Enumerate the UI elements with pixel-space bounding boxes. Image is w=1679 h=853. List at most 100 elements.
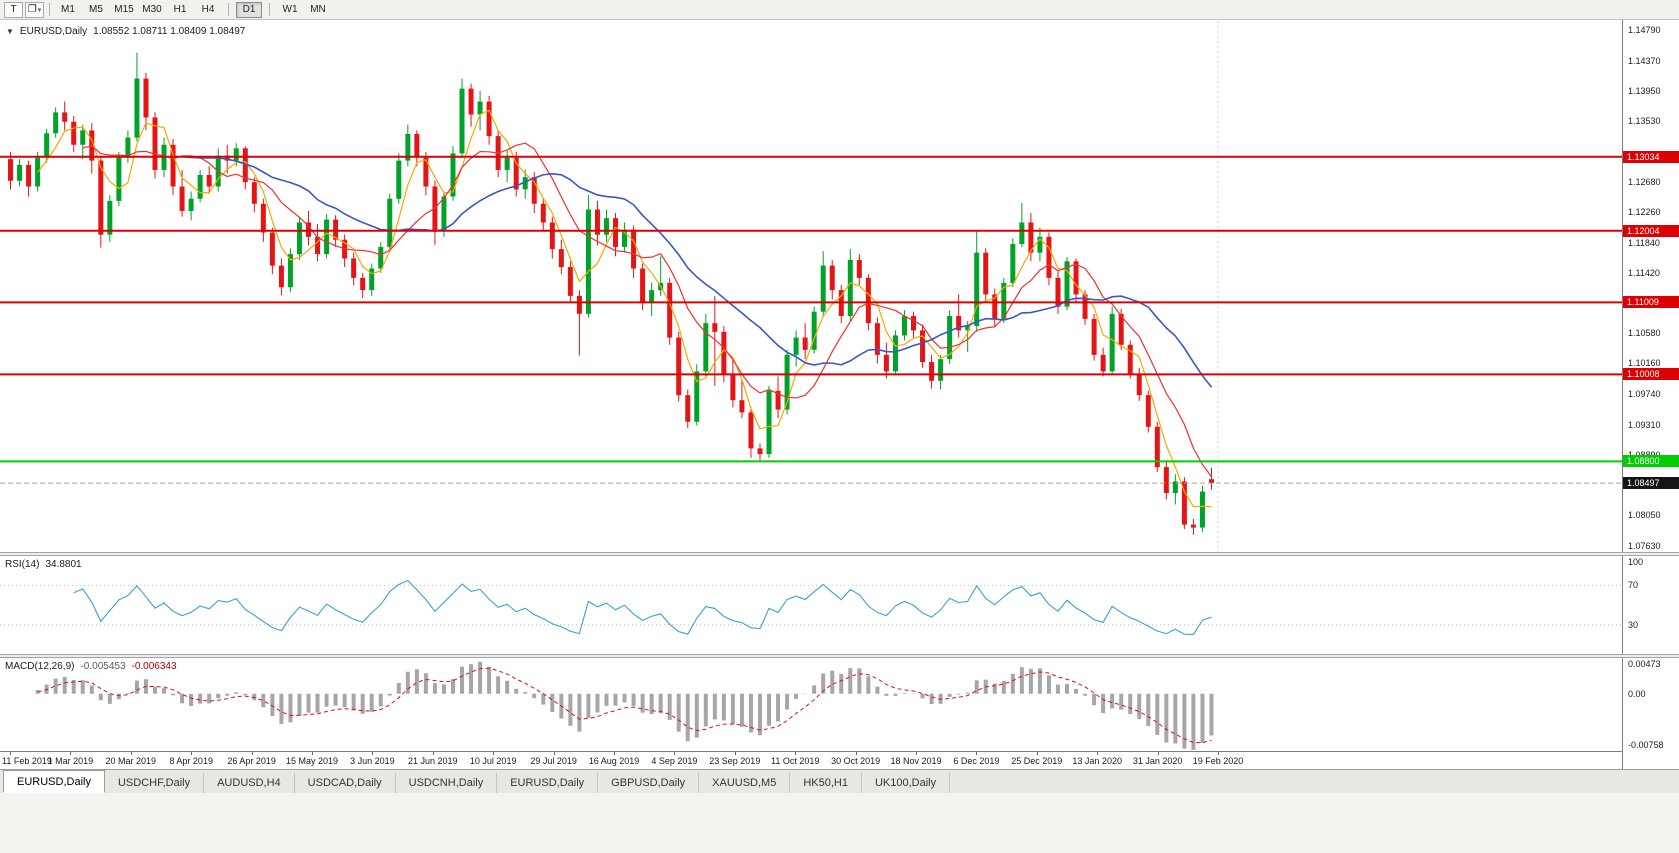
- ma-4-line[interactable]: [37, 109, 1212, 508]
- chart-tab-eurusd-daily[interactable]: EURUSD,Daily: [3, 770, 105, 793]
- toolbar-group-separator: [228, 3, 229, 16]
- timeframe-h1-button[interactable]: H1: [167, 2, 193, 18]
- timeframe-d1-button[interactable]: D1: [236, 1, 262, 18]
- support-price-label: 1.08800: [1623, 455, 1679, 468]
- chart-tab-eurusd-daily[interactable]: EURUSD,Daily: [497, 773, 599, 793]
- macd-main-value: -0.005453: [80, 661, 126, 672]
- time-tick-mark: [191, 752, 193, 755]
- timeframe-w1-button[interactable]: W1: [277, 2, 303, 18]
- date-tick-label: 10 Jul 2019: [469, 756, 517, 766]
- timeframe-m5-button[interactable]: M5: [83, 2, 109, 18]
- macd-histogram: [35, 661, 1214, 750]
- chart-ohlc-values: 1.08552 1.08711 1.08409 1.08497: [93, 26, 246, 37]
- dropdown-caret-icon: ▾: [37, 6, 42, 14]
- time-tick-mark: [130, 752, 132, 755]
- support-price-label: 1.10008: [1623, 368, 1679, 381]
- price-tick-label: 1.09310: [1628, 419, 1661, 430]
- text-tool-button[interactable]: T: [4, 1, 23, 18]
- rsi-indicator-canvas[interactable]: [0, 556, 1622, 654]
- timeframe-toolbar: M1 M5 M15 M30 H1 H4 D1 W1 MN: [55, 1, 331, 18]
- timeframe-m30-button[interactable]: M30: [139, 2, 165, 18]
- price-tick-label: 1.11840: [1628, 237, 1660, 248]
- price-tick-label: 1.12260: [1628, 207, 1661, 218]
- candles[interactable]: [8, 52, 1214, 535]
- macd-tick-label: -0.00758: [1628, 740, 1664, 750]
- macd-signal-value: -0.006343: [131, 661, 177, 672]
- panel-separator[interactable]: [0, 654, 1679, 658]
- date-tick-label: 15 May 2019: [285, 756, 339, 766]
- rsi-tick-label: 70: [1628, 580, 1639, 591]
- price-tick-label: 1.14790: [1628, 25, 1661, 36]
- date-tick-label: 3 Jun 2019: [350, 756, 395, 766]
- macd-indicator-canvas[interactable]: [0, 658, 1622, 751]
- date-tick-label: 29 Jul 2019: [530, 756, 577, 766]
- ma-20-line[interactable]: [182, 155, 1213, 388]
- one-click-trading-arrow[interactable]: ▼: [6, 27, 14, 36]
- time-tick-mark: [614, 752, 615, 755]
- rsi-tick-label: 30: [1628, 619, 1639, 630]
- time-tick-mark: [10, 752, 11, 755]
- time-tick-mark: [1036, 752, 1038, 755]
- chart-tab-audusd-h4[interactable]: AUDUSD,H4: [204, 773, 295, 793]
- resistance-price-label: 1.13034: [1623, 150, 1679, 163]
- macd-signal-line: [37, 667, 1212, 744]
- date-tick-label: 1 Mar 2019: [47, 756, 94, 766]
- date-tick-label: 23 Sep 2019: [709, 756, 761, 766]
- time-tick-mark: [553, 752, 555, 755]
- time-tick-mark: [1097, 752, 1099, 755]
- date-tick-label: 11 Feb 2019: [2, 756, 52, 766]
- price-panel-title: ▼ EURUSD,Daily 1.08552 1.08711 1.08409 1…: [6, 26, 245, 37]
- rsi-panel-title: RSI(14) 34.8801: [5, 559, 82, 570]
- timeframe-mn-button[interactable]: MN: [305, 2, 331, 18]
- date-tick-label: 25 Dec 2019: [1011, 756, 1063, 766]
- price-tick-label: 1.08890: [1628, 450, 1661, 460]
- date-tick-label: 31 Jan 2020: [1132, 756, 1183, 766]
- panel-separator[interactable]: [0, 552, 1679, 556]
- toolbar-group-separator: [269, 3, 270, 16]
- chart-tab-usdchf-daily[interactable]: USDCHF,Daily: [104, 773, 205, 793]
- date-tick-label: 4 Sep 2019: [651, 756, 698, 766]
- time-tick-mark: [251, 752, 253, 755]
- date-tick-label: 11 Oct 2019: [771, 756, 820, 766]
- objects-dropdown-button[interactable]: ❐ ▾: [25, 1, 44, 18]
- chart-tab-hk50-h1[interactable]: HK50,H1: [790, 773, 862, 793]
- rsi-tick-label: 100: [1628, 557, 1644, 567]
- date-tick-label: 6 Dec 2019: [953, 756, 1000, 766]
- time-tick-mark: [372, 752, 374, 755]
- timeframe-m15-button[interactable]: M15: [111, 2, 137, 18]
- chart-tabs-bar: EURUSD,Daily USDCHF,Daily AUDUSD,H4 USDCAD,…: [0, 769, 1679, 793]
- rsi-value: 34.8801: [45, 559, 82, 570]
- objects-dropdown-icon: ❐: [27, 4, 37, 15]
- price-tick-label: 1.10160: [1628, 358, 1661, 369]
- rsi-line: [73, 579, 1212, 636]
- timeframe-m1-button[interactable]: M1: [55, 2, 81, 18]
- timeframe-h4-button[interactable]: H4: [195, 2, 221, 18]
- chart-tab-gbpusd-daily[interactable]: GBPUSD,Daily: [598, 773, 700, 793]
- chart-tab-xauusd-m5[interactable]: XAUUSD,M5: [699, 773, 791, 793]
- chart-tab-uk100-daily[interactable]: UK100,Daily: [861, 773, 951, 793]
- price-axis[interactable]: 1.14790 1.14370 1.13950 1.13530 1.12680 1.122…: [1622, 20, 1679, 769]
- date-tick-label: 30 Oct 2019: [831, 756, 881, 766]
- date-tick-label: 26 Apr 2019: [227, 756, 276, 766]
- drawing-tools-group: T ❐ ▾: [4, 1, 44, 18]
- macd-tick-label: 0.00473: [1628, 659, 1661, 669]
- time-tick-mark: [855, 752, 857, 755]
- price-chart-canvas[interactable]: [0, 20, 1622, 553]
- chart-tab-usdcad-daily[interactable]: USDCAD,Daily: [294, 773, 396, 793]
- time-tick-mark: [1218, 752, 1219, 755]
- price-tick-label: 1.09740: [1628, 388, 1661, 399]
- chart-tab-usdcnh-daily[interactable]: USDCNH,Daily: [395, 773, 498, 793]
- macd-panel-title: MACD(12,26,9) -0.005453 -0.006343: [5, 661, 177, 672]
- time-tick-mark: [312, 752, 313, 755]
- ma-9-line[interactable]: [82, 142, 1212, 478]
- text-tool-icon: T: [10, 4, 17, 15]
- date-tick-label: 19 Feb 2020: [1192, 756, 1244, 766]
- chart-window[interactable]: ▼ EURUSD,Daily 1.08552 1.08711 1.08409 1…: [0, 20, 1679, 769]
- time-axis[interactable]: 11 Feb 2019 1 Mar 2019 20 Mar 2019 8 Apr 20…: [0, 751, 1622, 769]
- time-tick-mark: [795, 752, 797, 755]
- time-tick-mark: [493, 752, 495, 755]
- date-tick-label: 21 Jun 2019: [408, 756, 458, 766]
- macd-tick-label: 0.00: [1628, 688, 1646, 699]
- time-tick-mark: [674, 752, 676, 755]
- price-tick-label: 1.14370: [1628, 55, 1661, 66]
